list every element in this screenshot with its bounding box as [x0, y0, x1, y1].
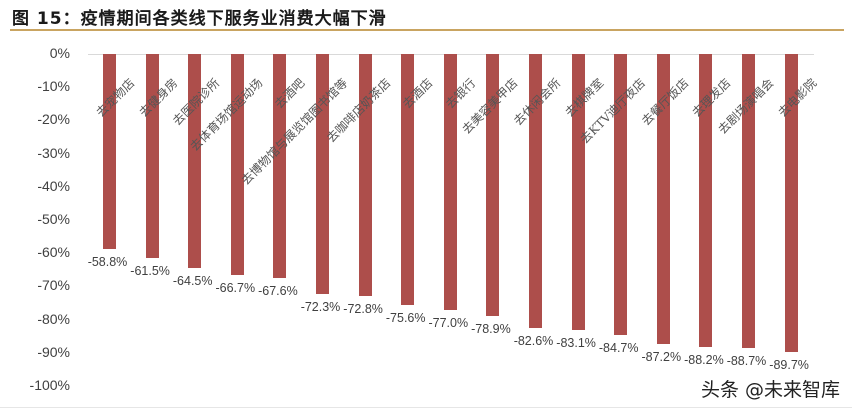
value-label: -67.6% — [258, 284, 298, 299]
value-label: -66.7% — [215, 281, 256, 296]
y-tick-label: -50% — [37, 211, 70, 227]
value-label: -58.8% — [87, 255, 128, 270]
bar — [443, 54, 457, 310]
bar — [273, 54, 287, 279]
bottom-divider — [0, 407, 852, 408]
value-label: -83.1% — [556, 335, 596, 350]
y-tick-label: -80% — [37, 310, 70, 327]
bar — [401, 54, 415, 305]
title-divider — [10, 29, 844, 31]
value-label: -75.6% — [385, 310, 426, 325]
figure-title: 图 15：疫情期间各类线下服务业消费大幅下滑 — [12, 9, 387, 29]
bar — [529, 54, 542, 329]
bar — [316, 54, 329, 295]
y-tick-label: -60% — [37, 244, 70, 261]
value-label: -82.6% — [513, 334, 554, 349]
bar — [699, 54, 713, 347]
bar — [784, 54, 798, 352]
value-label: -64.5% — [172, 274, 213, 289]
value-label: -61.5% — [130, 264, 170, 279]
value-label: -72.3% — [300, 300, 341, 315]
value-label: -77.0% — [428, 315, 469, 330]
bar — [145, 54, 159, 259]
value-label: -88.7% — [726, 354, 767, 369]
bar — [486, 54, 500, 316]
value-label: -84.7% — [598, 341, 639, 356]
y-tick-label: -10% — [37, 78, 70, 95]
y-tick-label: -40% — [37, 177, 70, 194]
y-tick-label: -70% — [37, 277, 70, 294]
watermark: 头条 @未来智库 — [700, 379, 840, 401]
bar — [614, 54, 628, 336]
y-tick-label: -90% — [37, 343, 70, 360]
value-label: -72.8% — [343, 301, 383, 316]
y-tick-label: -100% — [29, 377, 70, 393]
y-tick-label: -20% — [37, 111, 70, 128]
bar — [571, 54, 585, 330]
value-label: -78.9% — [471, 321, 511, 336]
bar — [742, 54, 755, 349]
y-tick-label: -30% — [37, 144, 70, 161]
value-label: -89.7% — [769, 357, 809, 372]
value-label: -87.2% — [641, 349, 682, 364]
y-tick-label: 0% — [49, 45, 70, 61]
bar — [188, 54, 202, 269]
bar — [656, 54, 670, 344]
bar — [103, 54, 116, 250]
bar — [230, 54, 244, 276]
bar — [358, 54, 372, 296]
value-label: -88.2% — [684, 352, 724, 367]
